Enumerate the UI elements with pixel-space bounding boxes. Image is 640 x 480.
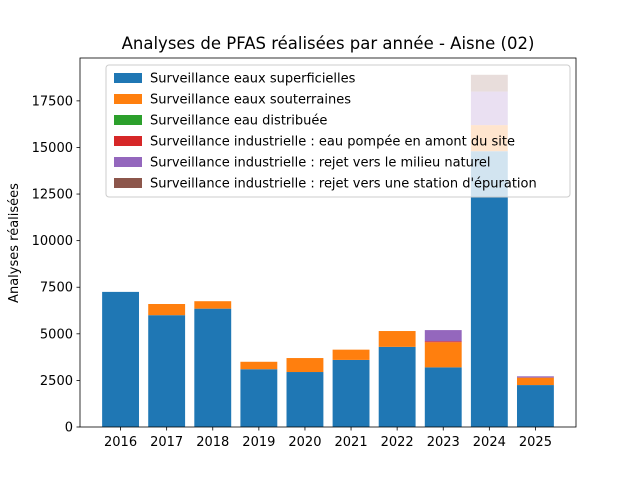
x-tick-label: 2023 xyxy=(427,435,460,450)
chart-title: Analyses de PFAS réalisées par année - A… xyxy=(122,34,535,53)
bar-2017-series-0 xyxy=(148,315,186,427)
y-axis-label: Analyses réalisées xyxy=(7,183,22,303)
bar-2021-series-1 xyxy=(332,349,370,360)
legend-entry-label: Surveillance industrielle : rejet vers l… xyxy=(150,156,491,171)
y-tick-label: 17500 xyxy=(32,94,73,109)
bar-2021-series-0 xyxy=(332,359,370,427)
x-tick-label: 2019 xyxy=(242,435,275,450)
y-tick-label: 2500 xyxy=(40,374,73,389)
x-tick-label: 2017 xyxy=(150,435,183,450)
bar-2025-series-1 xyxy=(516,377,554,386)
y-tick-label: 12500 xyxy=(32,188,73,203)
bar-2023-series-3 xyxy=(424,341,462,343)
bar-2019-series-0 xyxy=(240,369,278,427)
legend-entry-label: Surveillance eaux superficielles xyxy=(150,72,356,87)
x-tick-label: 2016 xyxy=(104,435,137,450)
y-tick-label: 5000 xyxy=(40,327,73,342)
y-tick-label: 10000 xyxy=(32,234,73,249)
bar-2023-series-1 xyxy=(424,342,462,368)
bar-2016-series-0 xyxy=(102,291,140,427)
bar-2025-series-4 xyxy=(516,376,554,378)
legend-entry-label: Surveillance eaux souterraines xyxy=(150,93,351,108)
x-tick-label: 2021 xyxy=(335,435,368,450)
y-tick-label: 15000 xyxy=(32,141,73,156)
bar-2022-series-1 xyxy=(378,331,416,347)
bar-2025-series-0 xyxy=(516,385,554,427)
legend-box xyxy=(105,64,571,198)
legend-swatch xyxy=(114,157,142,167)
bars-group xyxy=(102,74,554,427)
legend-swatch xyxy=(114,73,142,83)
axes-group: 0 2500 5000 7500 10000 12500 15000 17500 2016 201… xyxy=(32,57,577,450)
legend-entry-label: Surveillance eau distribuée xyxy=(150,114,327,129)
legend-entry-label: Surveillance industrielle : rejet vers u… xyxy=(150,177,537,192)
x-tick-label: 2025 xyxy=(519,435,552,450)
legend-entry-label: Surveillance industrielle : eau pompée e… xyxy=(150,135,515,150)
bar-2023-series-0 xyxy=(424,367,462,427)
y-tick-label: 0 xyxy=(65,421,73,436)
legend-swatch xyxy=(114,136,142,146)
legend-swatch xyxy=(114,178,142,188)
bar-2023-series-4 xyxy=(424,330,462,342)
x-tick-label: 2018 xyxy=(196,435,229,450)
bar-2022-series-0 xyxy=(378,346,416,427)
bar-2019-series-1 xyxy=(240,361,278,370)
legend-swatch xyxy=(114,115,142,125)
x-tick-label: 2024 xyxy=(473,435,506,450)
legend: Surveillance eaux superficielles Surveill… xyxy=(105,64,571,198)
y-tick-label: 7500 xyxy=(40,281,73,296)
bar-2017-series-1 xyxy=(148,304,186,316)
bar-2020-series-1 xyxy=(286,358,324,373)
plot-frame xyxy=(79,57,577,428)
x-tick-label: 2022 xyxy=(381,435,414,450)
bar-2018-series-1 xyxy=(194,301,232,309)
bar-2018-series-0 xyxy=(194,308,232,427)
x-tick-label: 2020 xyxy=(288,435,321,450)
bar-2020-series-0 xyxy=(286,372,324,427)
legend-swatch xyxy=(114,94,142,104)
